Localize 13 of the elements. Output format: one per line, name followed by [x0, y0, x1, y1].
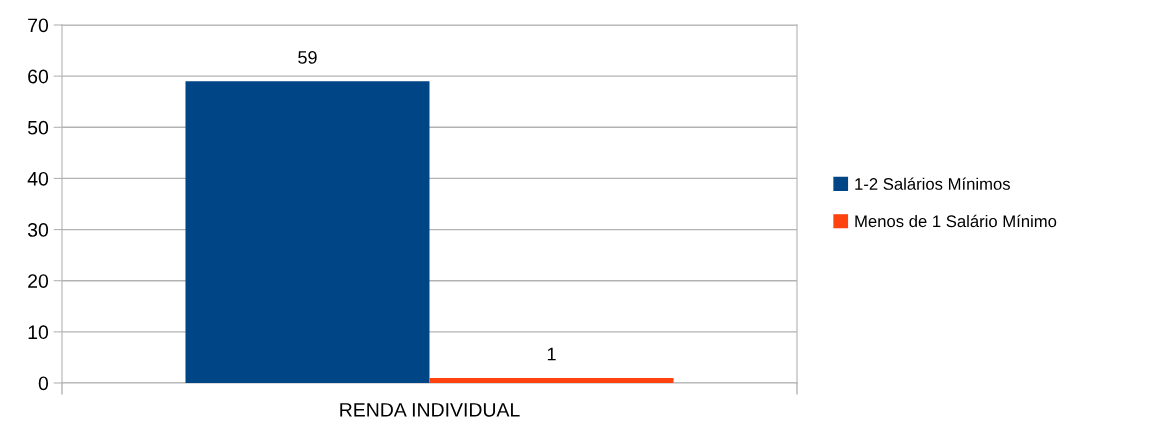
x-tick-label: RENDA INDIVIDUAL — [340, 403, 520, 417]
y-tick-label: 20 — [28, 274, 49, 288]
y-tick-label: 60 — [28, 69, 49, 84]
legend-label: Menos de 1 Salário Mínimo — [855, 214, 1057, 228]
data-label: 59 — [298, 51, 317, 64]
y-tick-label: 30 — [27, 223, 49, 237]
y-tick-label: 50 — [27, 120, 49, 135]
y-tick-label: 70 — [28, 18, 49, 33]
legend-label: 1-2 Salários Mínimos — [855, 177, 1010, 190]
y-tick-label: 0 — [38, 376, 49, 391]
y-tick-label: 40 — [27, 171, 49, 186]
y-tick-label: 10 — [28, 325, 49, 340]
data-label: 1 — [547, 347, 556, 361]
